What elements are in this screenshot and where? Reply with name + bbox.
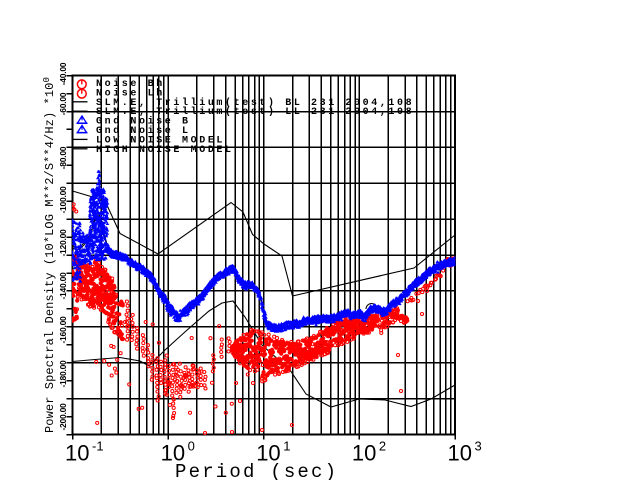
svg-text:Noise Bh: Noise Bh bbox=[96, 78, 165, 90]
svg-text:-160.00: -160.00 bbox=[58, 316, 68, 344]
svg-text:-120.00: -120.00 bbox=[58, 229, 68, 257]
svg-text:10: 10 bbox=[256, 441, 280, 466]
svg-text:3: 3 bbox=[475, 439, 482, 454]
svg-text:Gnd Noise B: Gnd Noise B bbox=[96, 116, 191, 128]
svg-text:Noise Lh: Noise Lh bbox=[96, 87, 165, 99]
svg-text:-140.00: -140.00 bbox=[58, 272, 68, 300]
svg-text:-40.00: -40.00 bbox=[58, 62, 68, 85]
svg-text:1: 1 bbox=[283, 439, 290, 454]
svg-text:-60.00: -60.00 bbox=[58, 92, 68, 115]
svg-text:Gnd Noise L: Gnd Noise L bbox=[96, 125, 191, 137]
svg-text:-1: -1 bbox=[92, 439, 104, 454]
svg-text:10: 10 bbox=[65, 441, 89, 466]
svg-text:SLM.E, Trillium(test) BL 231 2: SLM.E, Trillium(test) BL 231 2004,108 bbox=[96, 97, 414, 109]
svg-text:-80.00: -80.00 bbox=[58, 146, 68, 169]
svg-text:-180.00: -180.00 bbox=[58, 360, 68, 388]
svg-text:-200.00: -200.00 bbox=[58, 403, 68, 431]
svg-text:HIGH NOISE MODEL: HIGH NOISE MODEL bbox=[96, 145, 234, 156]
svg-text:10: 10 bbox=[448, 441, 472, 466]
svg-text:10: 10 bbox=[161, 441, 185, 466]
svg-text:2: 2 bbox=[379, 439, 386, 454]
svg-text:0: 0 bbox=[188, 439, 195, 454]
svg-text:Power Spectral Density (10*LOG: Power Spectral Density (10*LOG M**2/S**4… bbox=[42, 77, 57, 433]
svg-text:10: 10 bbox=[352, 441, 376, 466]
svg-text:LOW NOISE MODEL: LOW NOISE MODEL bbox=[96, 135, 225, 146]
svg-text:SLM.E, Trillium(test) LL 231 2: SLM.E, Trillium(test) LL 231 2004,108 bbox=[96, 106, 414, 118]
svg-text:-100.00: -100.00 bbox=[58, 186, 68, 214]
svg-text:Period (sec): Period (sec) bbox=[175, 461, 338, 480]
